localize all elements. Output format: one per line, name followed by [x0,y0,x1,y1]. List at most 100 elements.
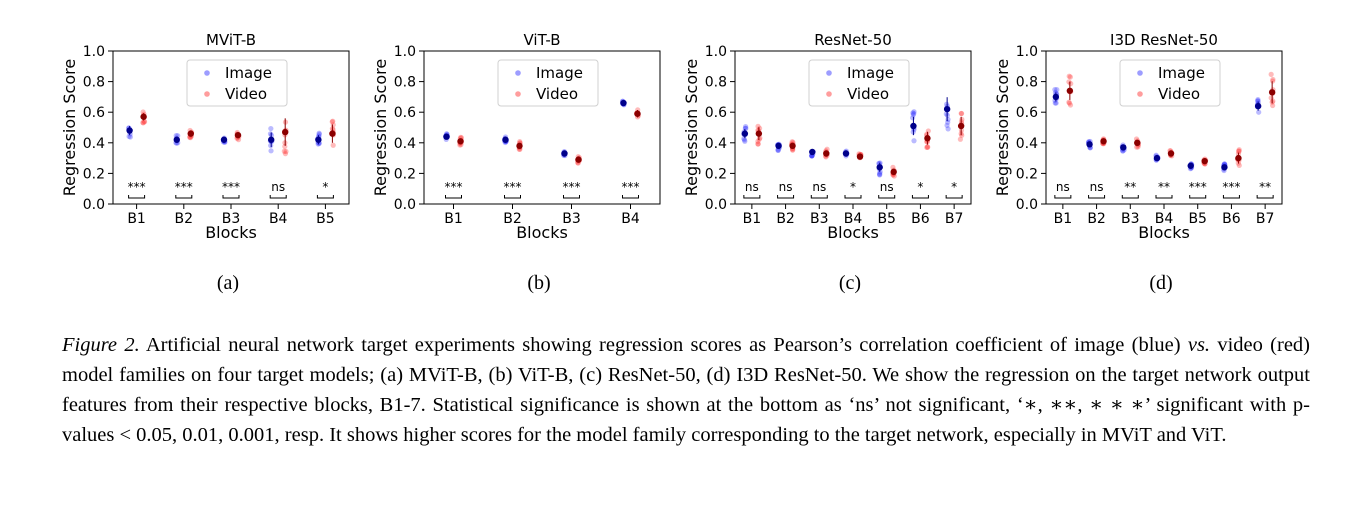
significance-label: *** [1222,180,1240,194]
mean-point-image [809,148,816,156]
data-point-video [1066,79,1072,85]
significance-bracket [810,195,828,199]
legend-label-video: Video [847,85,889,103]
data-point-video [282,143,288,150]
y-axis-label: Regression Score [682,59,701,196]
data-point-image [1054,87,1060,93]
legend-label-image: Image [847,64,894,82]
data-point-image [945,116,951,123]
y-tick-label: 0.0 [1016,197,1038,213]
y-tick-label: 0.4 [83,136,105,152]
significance-bracket [1088,195,1106,199]
significance-label: ** [1124,180,1136,194]
mean-point-image [173,136,180,143]
y-tick-label: 0.2 [394,166,416,182]
x-tick-label: B2 [1087,211,1106,227]
data-point-video [1066,73,1072,79]
mean-point-video [1201,157,1208,165]
mean-point-image [620,99,627,107]
data-point-image [316,130,322,136]
legend-box [497,59,599,107]
x-tick-label: B1 [444,211,463,227]
x-tick-label: B2 [175,211,194,227]
x-axis-label: Blocks [516,223,568,242]
data-point-video [140,109,146,115]
mean-point-image [220,136,228,143]
significance-bracket [1222,195,1240,199]
significance-label: *** [445,180,463,194]
data-point-video [925,144,931,150]
mean-point-image [1221,164,1228,171]
significance-bracket [504,195,521,199]
significance-bracket [1121,195,1139,199]
data-point-video [1066,99,1072,105]
x-tick-label: B2 [503,211,522,227]
legend-marker-image [515,70,521,76]
data-point-image [743,123,749,130]
data-point-video [790,147,796,153]
y-tick-label: 1.0 [83,44,105,60]
legend-box [1119,59,1221,107]
chart-title: ResNet-50 [814,31,892,49]
data-point-image [1255,98,1261,104]
significance-label: *** [128,180,146,194]
mean-point-image [1120,144,1127,151]
data-point-image [877,171,883,178]
x-tick-label: B3 [222,211,241,227]
mean-point-video [789,142,796,150]
panel-label: (b) [527,272,550,294]
legend-marker-image [204,70,210,76]
legend-label-video: Video [536,85,578,103]
mean-point-video [516,142,523,150]
caption-text-1: Artificial neural network target experim… [139,334,1188,356]
y-tick-label: 1.0 [705,44,727,60]
mean-point-video [1268,89,1276,96]
data-point-image [742,138,748,144]
figure-caption: Figure 2. Artificial neural network targ… [62,330,1310,450]
significance-label: * [917,180,923,194]
data-point-image [741,137,748,143]
data-point-video [141,118,147,124]
mean-point-image [1187,162,1194,169]
mean-point-image [943,105,951,113]
y-axis-label: Regression Score [371,59,390,196]
chart-panel-4: I3D ResNet-50 0.0 0.2 0.4 0.6 0.8 1.0Regressio… [993,31,1283,294]
mean-point-video [282,128,289,136]
mean-point-image [741,130,749,137]
data-point-video [1270,98,1276,104]
data-point-video [1066,100,1073,106]
x-axis-label: Blocks [827,223,879,242]
x-tick-label: B1 [1054,211,1073,227]
legend-marker-image [826,70,832,76]
mean-point-image [842,150,850,157]
data-point-video [924,144,930,151]
data-point-video [329,119,335,125]
mean-point-video [234,131,242,139]
x-axis-label: Blocks [205,223,257,242]
data-point-image [1255,98,1261,104]
mean-point-image [561,150,568,157]
data-point-video [1270,102,1276,109]
y-axis-label: Regression Score [993,59,1012,196]
significance-bracket [316,195,334,199]
significance-bracket [622,195,639,199]
data-point-video [1067,74,1073,80]
y-tick-label: 0.6 [83,105,105,121]
significance-bracket [911,195,929,199]
data-point-image [1053,100,1059,106]
data-point-image [910,112,916,118]
mean-point-video [140,113,147,120]
data-point-image [127,134,133,140]
significance-bracket [743,195,761,199]
legend-label-image: Image [1158,64,1205,82]
legend-marker-video [204,91,210,97]
data-point-image [268,142,274,149]
mean-point-image [876,164,883,171]
data-point-video [890,164,896,170]
x-tick-label: B5 [1188,211,1207,227]
x-tick-label: B4 [621,211,640,227]
y-tick-label: 0.8 [83,75,105,91]
data-point-video [282,151,289,157]
